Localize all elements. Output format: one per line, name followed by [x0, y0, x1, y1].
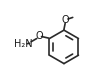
Text: O: O: [62, 15, 69, 25]
Text: H₂N: H₂N: [14, 39, 32, 49]
Text: O: O: [35, 31, 43, 41]
